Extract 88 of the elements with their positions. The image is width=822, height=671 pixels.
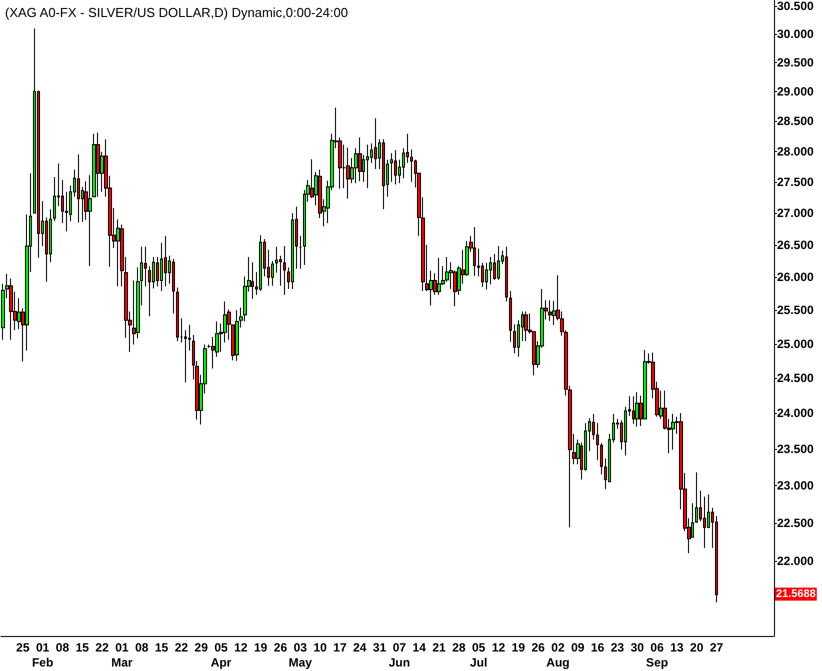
candlestick bbox=[548, 300, 552, 322]
y-tick-label: 28.500 bbox=[777, 114, 814, 128]
y-tick-label: 29.500 bbox=[777, 56, 814, 70]
y-tick-label: 28.000 bbox=[777, 144, 814, 158]
candlestick bbox=[358, 136, 362, 182]
x-tick-label: 26 bbox=[274, 640, 288, 654]
x-tick-label: 27 bbox=[710, 640, 724, 654]
x-tick-label: 13 bbox=[670, 640, 684, 654]
candlestick bbox=[513, 324, 516, 354]
x-tick-label: 03 May bbox=[288, 640, 312, 670]
x-tick-label: 12 bbox=[492, 640, 506, 654]
y-tick-label: 30.000 bbox=[777, 27, 814, 42]
candlestick bbox=[635, 392, 639, 428]
x-tick-label: 08 bbox=[56, 640, 70, 654]
candlestick bbox=[382, 138, 385, 210]
candlestick bbox=[176, 287, 179, 342]
candlestick bbox=[92, 133, 96, 198]
x-tick-label: 16 bbox=[590, 640, 605, 654]
candlestick bbox=[437, 257, 441, 296]
candlestick bbox=[374, 118, 377, 170]
y-tick-label: 25.500 bbox=[777, 303, 814, 318]
y-tick-label: 24.000 bbox=[777, 406, 814, 420]
x-tick-label: 22 bbox=[95, 640, 110, 654]
y-tick-label: 26.000 bbox=[777, 270, 814, 284]
candlestick bbox=[509, 290, 512, 342]
x-tick-label: 29 bbox=[194, 640, 208, 654]
x-tick-label: 05 Jul bbox=[470, 640, 488, 670]
candlestick bbox=[172, 258, 175, 314]
candlestick bbox=[96, 132, 100, 198]
x-tick-label: 19 bbox=[512, 640, 526, 654]
candlestick bbox=[524, 311, 528, 342]
y-tick-label: 22.000 bbox=[777, 554, 814, 568]
candlestick bbox=[632, 396, 635, 424]
x-tick-label: 25 bbox=[16, 640, 30, 654]
candlestick bbox=[283, 246, 286, 296]
candlestick bbox=[235, 310, 239, 362]
chart-title: (XAG A0-FX - SILVER/US DOLLAR,D) Dynamic,0:00-24:00 bbox=[5, 5, 348, 20]
x-tick-label: 30 bbox=[630, 640, 644, 654]
text: 21.5688 bbox=[776, 588, 816, 600]
y-tick-label: 22.500 bbox=[777, 516, 814, 530]
x-tick-label: 01 Mar bbox=[111, 640, 133, 670]
x-tick-label: 23 bbox=[610, 640, 624, 654]
x-tick-label: 02 Aug bbox=[546, 640, 570, 670]
y-tick-label: 24.500 bbox=[777, 371, 814, 386]
y-tick-label: 27.000 bbox=[777, 206, 814, 220]
x-tick-label: 17 bbox=[333, 640, 347, 654]
x-tick-label: 28 bbox=[452, 640, 466, 654]
candlestick bbox=[77, 154, 80, 224]
candlestick bbox=[505, 246, 508, 302]
x-tick-label: 01 Feb bbox=[32, 640, 54, 670]
candlestick bbox=[88, 174, 92, 267]
y-tick-label: 23.500 bbox=[777, 442, 814, 456]
x-tick-label: 19 bbox=[254, 640, 268, 654]
candlestick bbox=[394, 150, 397, 185]
candlestick bbox=[473, 226, 476, 276]
x-tick-label: 06 Sep bbox=[646, 640, 668, 670]
x-tick-label: 10 bbox=[313, 640, 328, 654]
candlestick bbox=[9, 278, 13, 340]
candlestick bbox=[346, 147, 350, 200]
x-tick-label: 08 bbox=[135, 640, 149, 654]
candlestick bbox=[695, 472, 698, 524]
candlestick bbox=[164, 235, 167, 287]
x-tick-label: 26 bbox=[531, 640, 546, 654]
candlestick bbox=[299, 235, 302, 270]
x-tick-label: 20 bbox=[690, 640, 704, 654]
y-tick-label: 29.000 bbox=[777, 84, 814, 99]
x-tick-label: 07 Jun bbox=[388, 640, 410, 670]
x-tick-label: 14 bbox=[412, 640, 426, 654]
candlestick bbox=[497, 246, 500, 280]
candlestick bbox=[671, 413, 675, 450]
y-tick-label: 25.000 bbox=[777, 336, 814, 351]
x-tick-label: 22 bbox=[174, 640, 188, 654]
x-tick-label: 15 bbox=[154, 640, 169, 654]
x-tick-label: 24 bbox=[353, 640, 367, 654]
y-tick-label: 26.500 bbox=[777, 238, 814, 252]
x-tick-label: 09 bbox=[571, 640, 585, 654]
candlestick bbox=[259, 234, 262, 292]
candlestick bbox=[596, 422, 599, 460]
x-tick-label: 12 bbox=[234, 640, 248, 654]
x-tick-label: 05 Apr bbox=[210, 640, 232, 670]
x-tick-label: 15 bbox=[76, 640, 90, 654]
y-tick-label: 27.500 bbox=[777, 174, 814, 189]
x-tick-label: 21 bbox=[432, 640, 446, 654]
y-tick-label: 23.000 bbox=[777, 478, 814, 492]
candlestick bbox=[366, 144, 369, 189]
y-tick-label: 30.500 bbox=[777, 0, 814, 13]
x-tick-label: 31 bbox=[372, 640, 387, 654]
candlestick bbox=[390, 152, 393, 182]
